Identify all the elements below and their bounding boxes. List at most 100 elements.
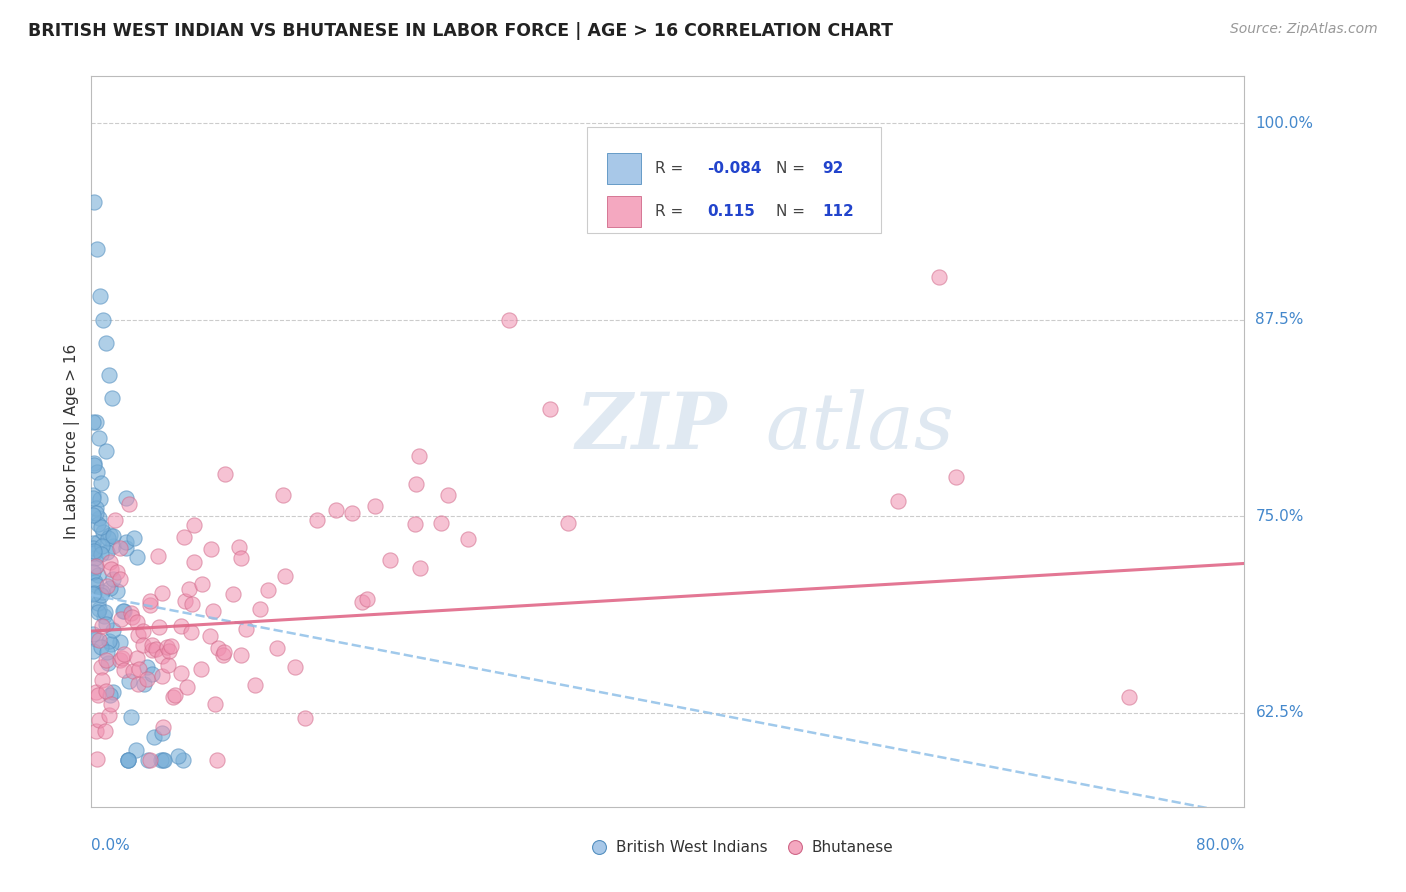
- Point: [174, 594, 197, 608]
- Point: [284, 660, 307, 674]
- Point: [94, 444, 117, 458]
- Point: [87, 605, 110, 619]
- Point: [84, 723, 107, 738]
- Point: [87, 602, 110, 616]
- Point: [83, 586, 105, 600]
- Point: [150, 648, 173, 663]
- Point: [170, 666, 193, 681]
- Text: BRITISH WEST INDIAN VS BHUTANESE IN LABOR FORCE | AGE > 16 CORRELATION CHART: BRITISH WEST INDIAN VS BHUTANESE IN LABO…: [28, 22, 893, 40]
- Point: [127, 676, 149, 690]
- Point: [294, 711, 316, 725]
- Text: Source: ZipAtlas.com: Source: ZipAtlas.com: [1230, 22, 1378, 37]
- Text: 0.0%: 0.0%: [91, 838, 131, 853]
- Point: [87, 633, 110, 648]
- Point: [211, 648, 233, 662]
- Point: [112, 604, 135, 618]
- Point: [98, 688, 121, 702]
- Point: [172, 753, 194, 767]
- Point: [150, 669, 173, 683]
- Point: [136, 672, 159, 686]
- Point: [271, 488, 294, 502]
- Point: [945, 470, 967, 484]
- Point: [437, 488, 460, 502]
- Point: [93, 608, 115, 623]
- Point: [201, 604, 224, 618]
- Point: [229, 551, 252, 566]
- Point: [96, 544, 118, 558]
- Point: [112, 663, 135, 677]
- Point: [87, 534, 110, 549]
- Point: [212, 645, 235, 659]
- Point: [122, 664, 145, 678]
- Point: [404, 517, 426, 532]
- Point: [235, 622, 257, 636]
- Point: [128, 662, 150, 676]
- Point: [141, 667, 163, 681]
- Point: [83, 544, 105, 558]
- Point: [162, 690, 184, 704]
- Point: [101, 685, 124, 699]
- Point: [96, 579, 118, 593]
- Point: [457, 532, 479, 546]
- Point: [98, 581, 121, 595]
- Text: R =: R =: [655, 204, 689, 219]
- Point: [90, 475, 112, 490]
- Point: [97, 368, 120, 382]
- Point: [170, 619, 193, 633]
- Point: [249, 602, 271, 616]
- Point: [87, 431, 110, 445]
- Point: [305, 513, 328, 527]
- Point: [84, 501, 107, 516]
- Point: [82, 536, 104, 550]
- Point: [364, 500, 387, 514]
- Text: atlas: atlas: [766, 389, 955, 465]
- Y-axis label: In Labor Force | Age > 16: In Labor Force | Age > 16: [65, 344, 80, 539]
- Point: [105, 565, 128, 579]
- Point: [90, 520, 112, 534]
- Point: [83, 456, 105, 470]
- Point: [118, 497, 141, 511]
- Point: [86, 517, 108, 532]
- Point: [160, 639, 183, 653]
- Point: [183, 518, 205, 533]
- Text: N =: N =: [776, 204, 810, 219]
- Point: [91, 673, 114, 687]
- Point: [1118, 690, 1140, 705]
- Point: [127, 549, 149, 564]
- Text: -0.084: -0.084: [707, 161, 762, 176]
- Point: [83, 545, 105, 559]
- Point: [148, 620, 170, 634]
- Point: [110, 635, 132, 649]
- Point: [142, 730, 165, 744]
- Point: [114, 535, 136, 549]
- Point: [557, 516, 579, 530]
- Point: [97, 657, 120, 671]
- Point: [141, 643, 163, 657]
- Point: [82, 491, 104, 506]
- Point: [150, 753, 173, 767]
- Point: [93, 724, 115, 739]
- Point: [214, 467, 236, 482]
- Point: [83, 458, 105, 472]
- Point: [121, 710, 143, 724]
- Point: [136, 753, 159, 767]
- Point: [103, 572, 125, 586]
- Point: [84, 415, 107, 429]
- Point: [156, 640, 179, 654]
- Point: [104, 513, 127, 527]
- Point: [245, 678, 267, 692]
- Point: [91, 585, 114, 599]
- Point: [132, 624, 155, 638]
- Point: [145, 641, 167, 656]
- Point: [89, 289, 111, 303]
- Point: [204, 697, 226, 711]
- Text: 75.0%: 75.0%: [1256, 508, 1303, 524]
- Text: 87.5%: 87.5%: [1256, 312, 1303, 327]
- Point: [127, 628, 149, 642]
- Point: [90, 660, 112, 674]
- Point: [96, 645, 118, 659]
- Text: N =: N =: [776, 161, 810, 176]
- Point: [198, 629, 221, 643]
- Point: [135, 660, 157, 674]
- Point: [98, 707, 121, 722]
